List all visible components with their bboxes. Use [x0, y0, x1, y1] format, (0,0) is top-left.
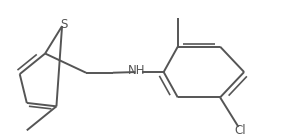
- Text: S: S: [60, 18, 67, 31]
- Text: NH: NH: [128, 64, 146, 77]
- Text: Cl: Cl: [234, 124, 246, 137]
